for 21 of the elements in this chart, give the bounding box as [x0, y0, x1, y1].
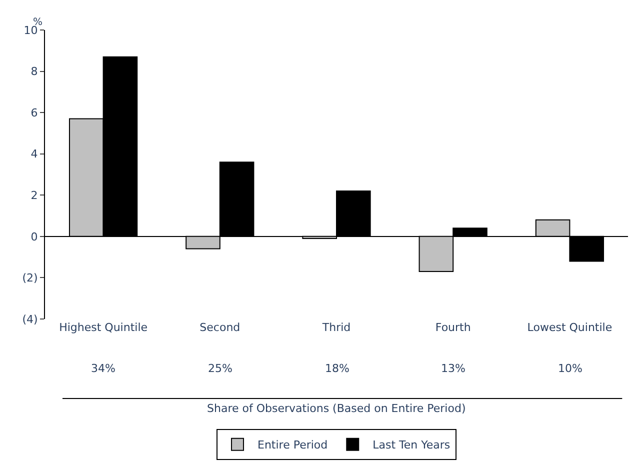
text: 10% [558, 362, 582, 375]
y-tick-label: 2 [30, 188, 38, 202]
x-tick-label: Lowest Quintile [527, 321, 612, 334]
x-tick-label: Second [200, 321, 240, 334]
text: 34% [91, 362, 116, 375]
text: Share of Observations (Based on Entire Period) [207, 402, 466, 415]
text: 18% [325, 362, 350, 375]
text: 13% [441, 362, 466, 375]
x-tick-label: Highest Quintile [59, 321, 148, 334]
y-tick-label: 8 [30, 65, 38, 78]
x-tick-label: Thrid [321, 321, 351, 334]
y-tick-label: (4) [22, 312, 38, 326]
y-tick-label: 10 [24, 24, 38, 37]
y-tick-label: 4 [30, 148, 38, 161]
legend-label: Last Ten Years [372, 438, 450, 452]
y-tick-label: 6 [30, 106, 38, 120]
x-tick-label: Fourth [435, 321, 471, 334]
text: 25% [208, 362, 232, 375]
y-tick-label: 0 [30, 230, 38, 244]
legend-label: Entire Period [258, 438, 328, 452]
y-tick-label: (2) [22, 272, 38, 285]
